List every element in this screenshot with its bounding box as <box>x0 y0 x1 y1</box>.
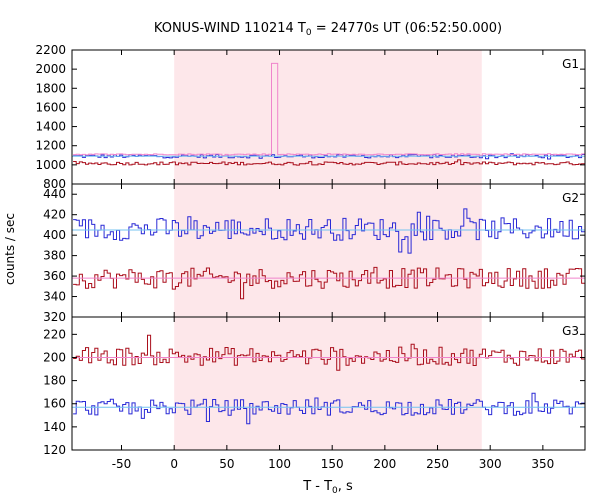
x-tick-label: 300 <box>479 457 502 471</box>
x-tick-label: 50 <box>219 457 234 471</box>
panel-frame <box>71 316 586 451</box>
x-tick-label: 100 <box>268 457 291 471</box>
panel-g3: 120 140 160 180 200 220 G3 <box>43 316 586 457</box>
y-tick-label: 200 <box>43 350 66 364</box>
shaded-interval <box>174 317 482 450</box>
panel-label: G2 <box>562 191 579 205</box>
shaded-interval <box>174 184 482 317</box>
y-tick-label: 360 <box>43 269 66 283</box>
x-tick-label: 150 <box>321 457 344 471</box>
y-tick-label: 120 <box>43 443 66 457</box>
panel-g2: 320 340 360 380 400 420 440 G2 <box>43 183 586 324</box>
y-tick-label: 420 <box>43 208 66 222</box>
x-tick-label: 200 <box>373 457 396 471</box>
x-tick-label: 350 <box>531 457 554 471</box>
y-tick-label: 320 <box>43 310 66 324</box>
y-tick-label: 140 <box>43 420 66 434</box>
y-tick-label: 160 <box>43 397 66 411</box>
y-tick-label: 2200 <box>35 43 66 57</box>
panel-g1: 800 1000 1200 1400 1600 1800 2000 2200 G1 <box>35 43 586 191</box>
x-tick-label: -50 <box>112 457 132 471</box>
series-blue-line <box>73 208 585 254</box>
y-tick-label: 1200 <box>35 139 66 153</box>
y-tick-label: 2000 <box>35 62 66 76</box>
series-red-line <box>73 266 585 300</box>
series-red-line <box>73 334 585 371</box>
series-pink-line <box>73 62 585 156</box>
y-tick-label: 400 <box>43 228 66 242</box>
y-tick-label: 180 <box>43 374 66 388</box>
y-tick-label: 800 <box>43 177 66 191</box>
y-tick-label: 1800 <box>35 81 66 95</box>
y-axis-label: counts / sec <box>3 213 17 285</box>
y-tick-label: 220 <box>43 327 66 341</box>
plot-area: 8001000120014001600180020002200G13203403… <box>35 43 586 471</box>
y-tick-label: 380 <box>43 249 66 263</box>
panel-label: G3 <box>562 324 579 338</box>
y-tick-label: 440 <box>43 187 66 201</box>
y-tick-label: 1400 <box>35 120 66 134</box>
y-tick-label: 340 <box>43 290 66 304</box>
series-red-line <box>73 159 585 166</box>
y-tick-label: 1000 <box>35 158 66 172</box>
chart-title: KONUS-WIND 110214 T0 = 24770s UT (06:52:… <box>154 21 502 38</box>
panel-label: G1 <box>562 57 579 71</box>
series-blue-line <box>73 392 585 425</box>
x-axis-label: T - T0, s <box>302 479 353 496</box>
x-tick-label: 0 <box>170 457 178 471</box>
y-tick-label: 1600 <box>35 100 66 114</box>
x-tick-label: 250 <box>426 457 449 471</box>
